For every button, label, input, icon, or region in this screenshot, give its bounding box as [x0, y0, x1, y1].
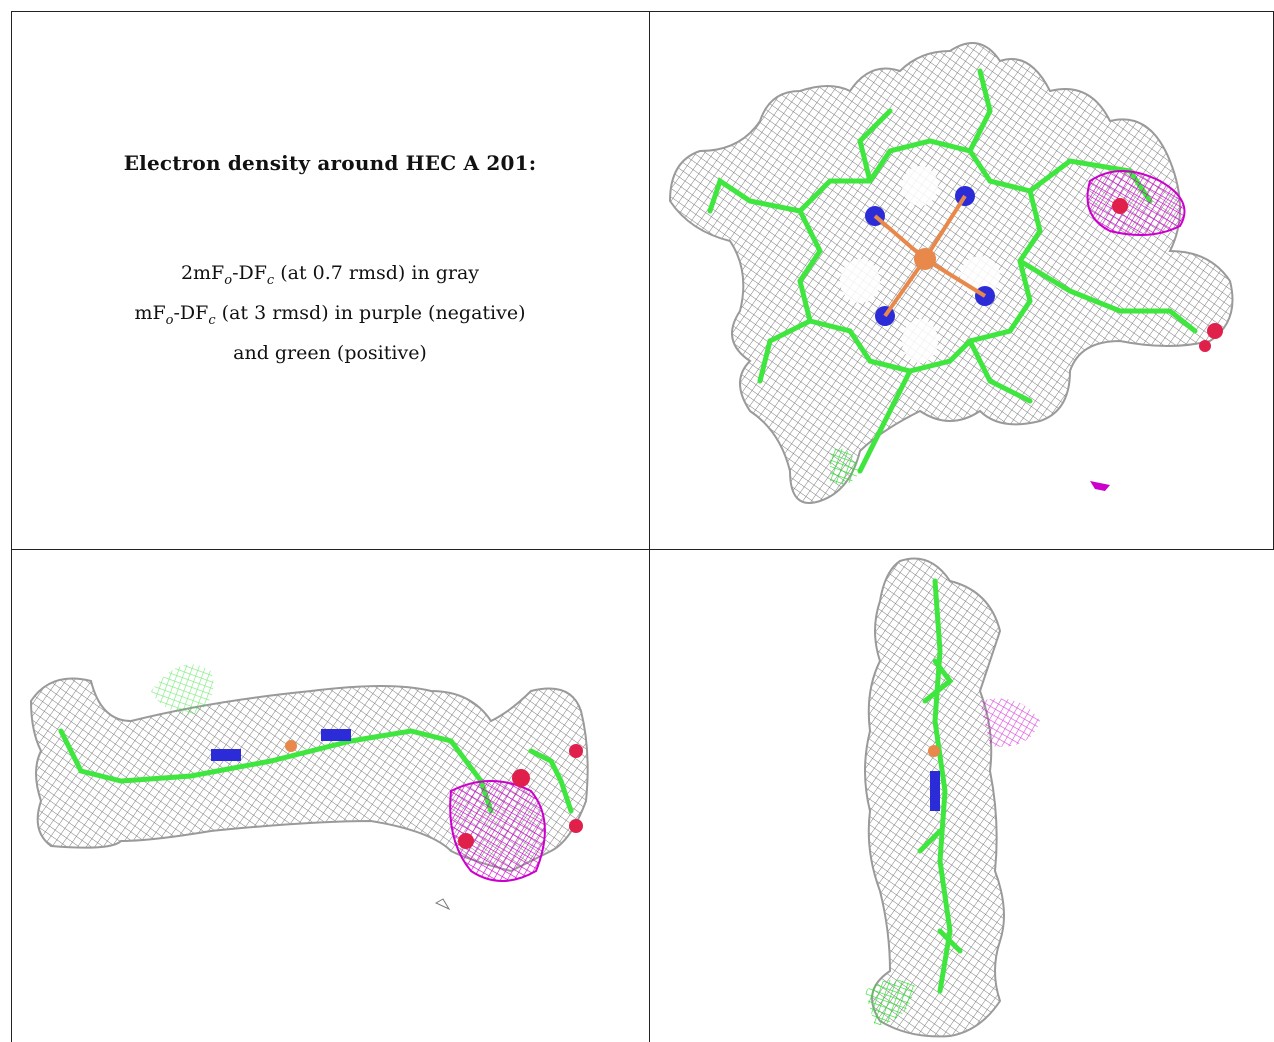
- oxygen-atom: [512, 769, 530, 787]
- caption-line-fo-dfc: mFo-DFc (at 3 rmsd) in purple (negative): [134, 301, 526, 328]
- mesh-fragment: [434, 898, 451, 911]
- caption-cell: Electron density around HEC A 201: 2mFo-…: [11, 11, 649, 549]
- caption-line-2fo-dfc: 2mFo-DFc (at 0.7 rmsd) in gray: [180, 262, 480, 288]
- oxygen-atom: [1112, 198, 1128, 214]
- heme-density-edge-view: [864, 557, 1040, 1038]
- oxygen-atom: [1207, 323, 1223, 339]
- caption-title: Electron density around HEC A 201:: [123, 151, 537, 175]
- nitrogen-atoms: [211, 749, 241, 761]
- heme-density-side-view: [29, 664, 589, 911]
- heme-carbon-skeleton: [707, 68, 1198, 474]
- positive-density-blob: [830, 448, 860, 485]
- heme-density-edge-view-panel: [650, 551, 1274, 1042]
- table-top-border: [11, 11, 1274, 12]
- negative-density-speck: [1090, 481, 1110, 491]
- oxygen-atom: [569, 744, 583, 758]
- nitrogen-atoms: [321, 729, 351, 741]
- gray-density-mesh: [29, 677, 589, 873]
- heme-carbon-skeleton: [58, 728, 574, 814]
- iron-atom: [928, 745, 940, 757]
- caption-line-colors: and green (positive): [233, 341, 427, 364]
- negative-density-blob: [980, 698, 1040, 747]
- table-middle-border: [11, 549, 1274, 550]
- heme-density-top-view: [668, 42, 1234, 504]
- oxygen-atom: [458, 833, 474, 849]
- negative-density-blob: [1086, 170, 1186, 236]
- iron-atom: [914, 248, 936, 270]
- oxygen-atom: [1199, 340, 1211, 352]
- caption-description: 2mFo-DFc (at 0.7 rmsd) in gray mFo-DFc (…: [11, 257, 649, 369]
- positive-density-blob: [151, 664, 214, 716]
- nitrogen-atoms: [930, 771, 940, 811]
- oxygen-atom: [569, 819, 583, 833]
- table-left-border: [11, 11, 12, 1042]
- negative-density-blob: [449, 780, 546, 882]
- heme-carbon-skeleton: [917, 578, 963, 994]
- table-center-border: [649, 11, 650, 1042]
- iron-atom: [285, 740, 297, 752]
- heme-density-top-view-panel: [650, 11, 1274, 549]
- heme-density-side-view-panel: [11, 551, 649, 1042]
- positive-density-blob: [865, 979, 915, 1026]
